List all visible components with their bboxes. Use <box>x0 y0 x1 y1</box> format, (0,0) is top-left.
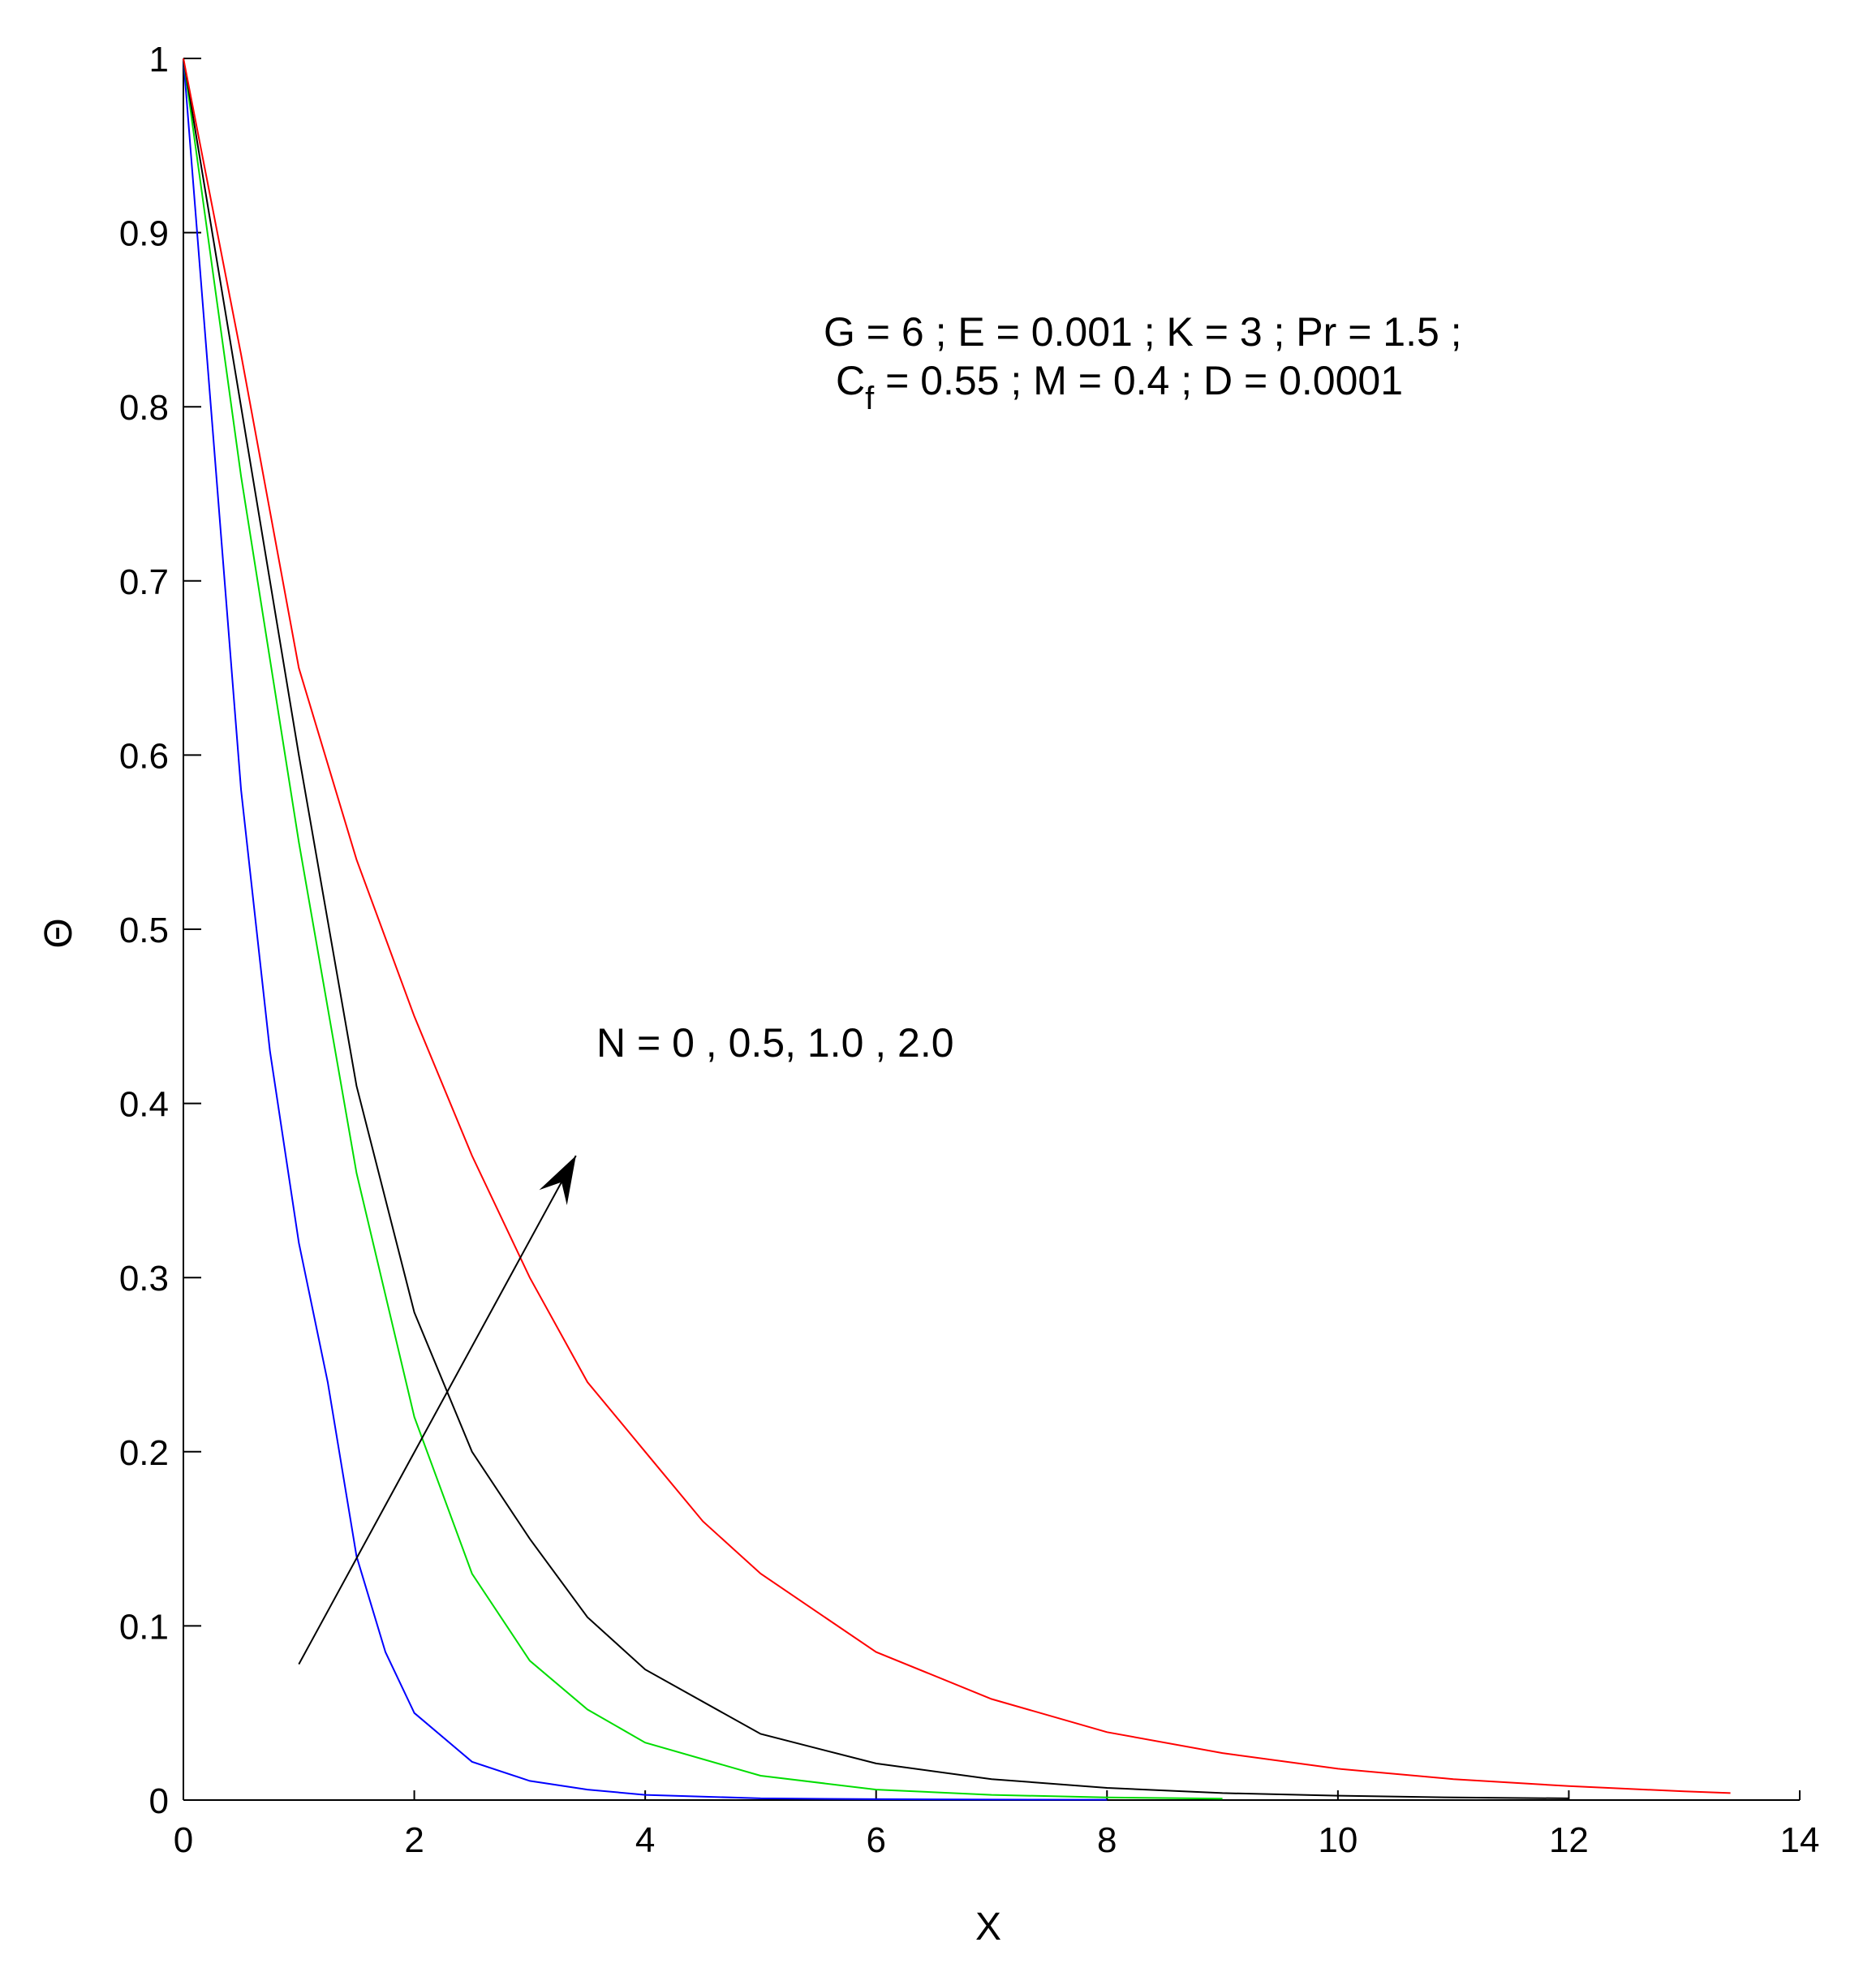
params-cf-subscript: f <box>865 381 875 416</box>
y-tick-label: 0 <box>149 1781 169 1821</box>
params-line-2: Cf = 0.55 ; M = 0.4 ; D = 0.0001 <box>836 358 1403 416</box>
params-line-1: G = 6 ; E = 0.001 ; K = 3 ; Pr = 1.5 ; <box>824 309 1462 355</box>
series-line <box>183 58 1731 1794</box>
annotations: G = 6 ; E = 0.001 ; K = 3 ; Pr = 1.5 ; C… <box>298 309 1462 1665</box>
y-tick-label: 0.9 <box>119 214 169 254</box>
y-tick-label: 0.1 <box>119 1607 169 1647</box>
y-tick-label: 0.4 <box>119 1085 169 1125</box>
y-tick-label: 1 <box>149 40 169 80</box>
y-tick-label: 0.3 <box>119 1259 169 1299</box>
y-tick-label: 0.5 <box>119 911 169 950</box>
x-tick-label: 0 <box>174 1820 193 1860</box>
series-group <box>183 58 1731 1801</box>
trend-arrow-head <box>539 1156 576 1205</box>
params-cf-base: C <box>836 358 865 403</box>
ticks: 0 2 4 6 8 10 12 14 0 0.1 0.2 0.3 0.4 0.5 0.6 0.7 0.8 0.9 1 <box>119 40 1820 1860</box>
y-tick-label: 0.7 <box>119 562 169 602</box>
params-line-2-rest: = 0.55 ; M = 0.4 ; D = 0.0001 <box>874 358 1403 403</box>
x-axis-label: X <box>975 1906 1001 1949</box>
x-tick-label: 4 <box>635 1820 655 1860</box>
y-axis-label: Θ <box>37 918 80 948</box>
series-line <box>183 58 1108 1801</box>
x-tick-label: 2 <box>404 1820 424 1860</box>
series-line <box>183 58 1223 1800</box>
x-tick-label: 12 <box>1549 1820 1589 1860</box>
n-values-label: N = 0 , 0.5, 1.0 , 2.0 <box>596 1020 954 1066</box>
x-tick-label: 10 <box>1318 1820 1358 1860</box>
x-tick-label: 14 <box>1780 1820 1820 1860</box>
trend-arrow-shaft <box>298 1155 577 1665</box>
y-tick-label: 0.2 <box>119 1433 169 1473</box>
series-line <box>183 58 1569 1799</box>
x-tick-label: 8 <box>1097 1820 1117 1860</box>
y-tick-label: 0.8 <box>119 388 169 428</box>
y-tick-label: 0.6 <box>119 736 169 776</box>
x-tick-label: 6 <box>866 1820 885 1860</box>
